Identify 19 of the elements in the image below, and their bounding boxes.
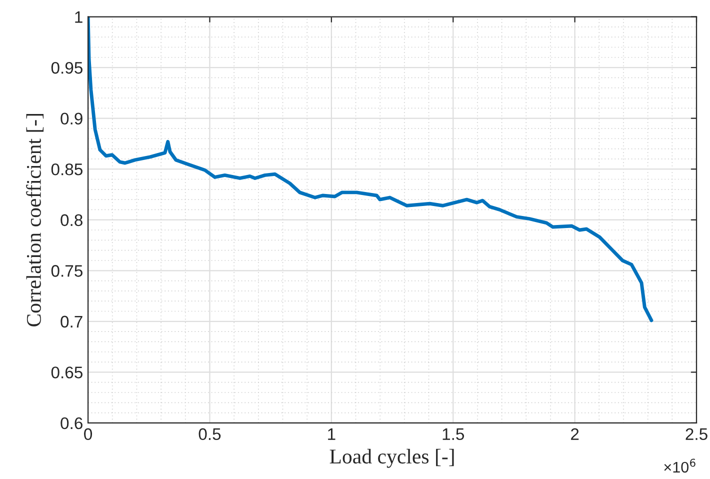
y-tick-label: 0.95 [51,62,82,74]
y-tick-label: 1 [75,11,82,23]
y-tick-label: 0.75 [51,265,82,277]
y-tick-label: 0.6 [60,417,82,430]
y-tick-label: 0.65 [51,366,82,378]
x-tick-label: 1.5 [442,428,464,440]
line-series [88,16,654,322]
x-tick-label: 0.5 [198,428,221,440]
x-tick-label: 2.5 [686,428,708,440]
y-tick-label: 0.85 [51,163,82,176]
y-tick-label: 0.9 [60,112,82,125]
x-axis-title: Load cycles [-] [330,448,454,468]
x-tick-label: 0 [84,428,92,440]
y-axis-title: Correlation coefficient [-] [26,114,44,326]
x-tick-label: 2 [571,428,579,440]
text: ×10$^{6}$ [664,458,696,473]
y-tick-label: 0.8 [60,214,82,226]
y-tick-label: 0.7 [60,316,82,328]
x-tick-label: 1 [328,428,336,440]
